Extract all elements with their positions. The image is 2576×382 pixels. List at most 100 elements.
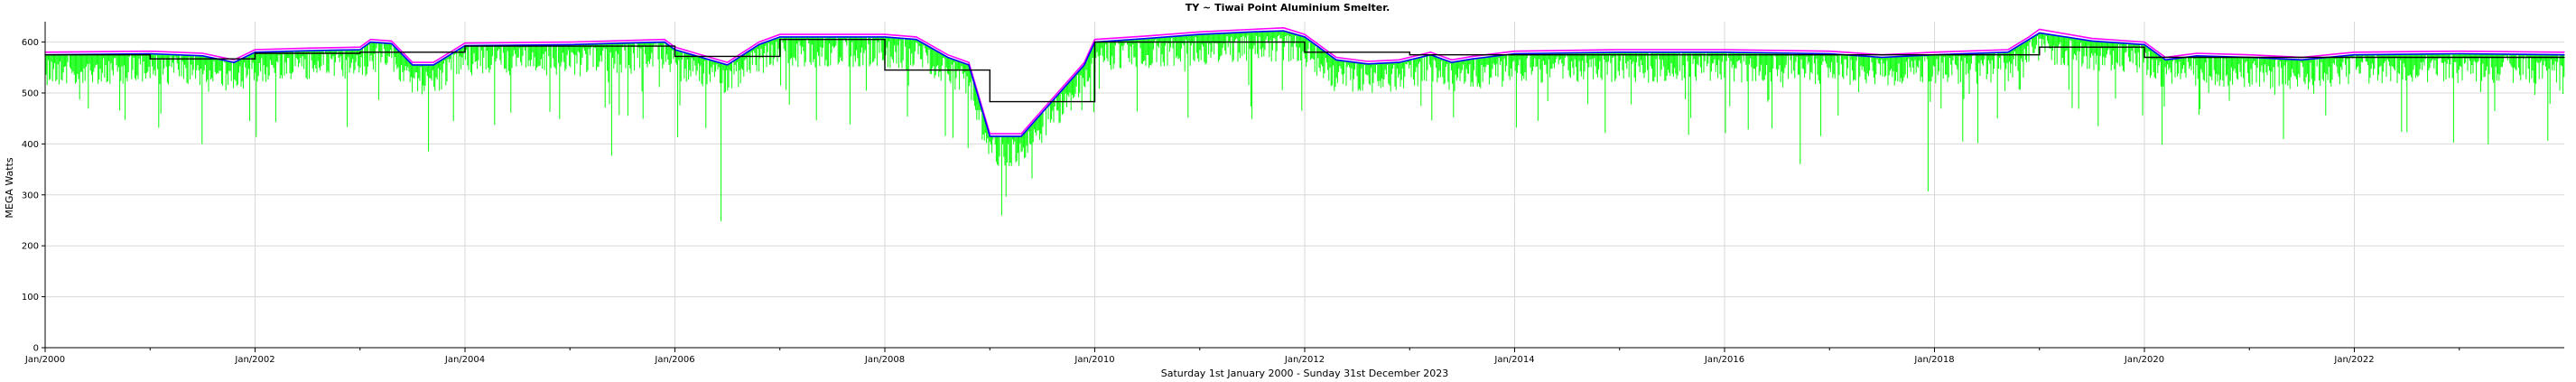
axes bbox=[42, 22, 2564, 352]
series-max-point bbox=[968, 61, 970, 63]
series-max-point bbox=[1147, 35, 1149, 37]
series-mean-point bbox=[201, 55, 203, 57]
series-step-point bbox=[254, 52, 256, 54]
series-max-point bbox=[369, 39, 371, 41]
series-step-point bbox=[1304, 51, 1306, 53]
y-tick-label: 200 bbox=[22, 242, 39, 252]
series-mean-point bbox=[947, 56, 949, 59]
x-tick-label: Jan/2006 bbox=[654, 355, 694, 365]
series-step-point bbox=[2039, 46, 2041, 48]
series-min-spikes bbox=[45, 31, 2565, 221]
x-tick-label: Jan/2010 bbox=[1074, 355, 1114, 365]
series-max-point bbox=[1472, 55, 1474, 58]
series-step-point bbox=[1409, 54, 1410, 56]
series-max-point bbox=[2563, 51, 2565, 53]
series-mean-point bbox=[233, 61, 235, 63]
y-tick-label: 400 bbox=[22, 140, 39, 150]
series-mean-point bbox=[412, 64, 414, 66]
series-mean-point bbox=[1335, 59, 1337, 61]
y-tick-label: 300 bbox=[22, 191, 39, 200]
y-tick-label: 600 bbox=[22, 38, 39, 48]
x-tick-label: Jan/2000 bbox=[24, 355, 65, 365]
series-step-point bbox=[2039, 54, 2041, 56]
x-tick-label: Jan/2018 bbox=[1913, 355, 1954, 365]
series-step-point bbox=[779, 55, 781, 58]
series-step-point bbox=[359, 51, 361, 53]
series-mean-point bbox=[2007, 51, 2009, 53]
series-max-point bbox=[1429, 51, 1432, 53]
series-max-point bbox=[884, 33, 886, 35]
series-mean-point bbox=[727, 64, 729, 66]
series-max-point bbox=[201, 52, 203, 54]
series-max-point bbox=[391, 40, 393, 42]
series-max-point bbox=[254, 49, 256, 51]
series-mean-point bbox=[1724, 51, 1725, 53]
series-mean-point bbox=[432, 64, 434, 66]
series-mean-point bbox=[1881, 56, 1883, 59]
series-mean-point bbox=[1828, 52, 1830, 55]
series-mean-point bbox=[2196, 55, 2198, 57]
series-min bbox=[45, 31, 2565, 221]
series-mean-point bbox=[2091, 40, 2093, 42]
series-max-point bbox=[727, 61, 729, 63]
x-tick-label: Jan/2008 bbox=[864, 355, 905, 365]
series-step-point bbox=[149, 58, 151, 60]
series-max-point bbox=[1093, 39, 1096, 41]
series-mean-point bbox=[1020, 135, 1022, 137]
series-step-point bbox=[1409, 51, 1410, 53]
x-tick-label: Jan/2004 bbox=[444, 355, 485, 365]
tick-labels: 0 100 200 300 400 500 600 Jan/2000 Jan/2002 Jan/2… bbox=[22, 38, 2375, 365]
series-max-point bbox=[1251, 28, 1253, 31]
series-mean-point bbox=[359, 49, 361, 51]
y-axis-label: MEGA Watts bbox=[4, 157, 15, 219]
series-mean-point bbox=[1619, 51, 1621, 53]
series-step-point bbox=[359, 52, 361, 54]
series-step-point bbox=[674, 45, 676, 47]
series-mean-point bbox=[569, 43, 571, 46]
series-max-point bbox=[2196, 52, 2198, 54]
series-max-point bbox=[412, 61, 414, 63]
series-max-point bbox=[2039, 28, 2041, 31]
series-max-point bbox=[1451, 59, 1453, 61]
series-mean-point bbox=[1251, 31, 1253, 33]
series-max-point bbox=[1619, 49, 1621, 51]
series-max-point bbox=[779, 33, 781, 35]
series-max-point bbox=[1724, 49, 1725, 51]
series-step-point bbox=[464, 51, 466, 53]
series-mean-point bbox=[758, 43, 760, 46]
x-axis-label: Saturday 1st January 2000 - Sunday 31st … bbox=[1161, 368, 1448, 379]
series-max-point bbox=[1933, 51, 1936, 53]
series-mean-point bbox=[1367, 63, 1369, 65]
series-mean-point bbox=[2028, 39, 2030, 41]
series-max-point bbox=[464, 42, 466, 44]
series-step-point bbox=[779, 39, 781, 41]
series-max-point bbox=[1020, 133, 1022, 135]
chart-title: TY ~ Tiwai Point Aluminium Smelter. bbox=[1186, 2, 1390, 14]
series-step-point bbox=[464, 45, 466, 47]
series-mean-point bbox=[1052, 99, 1054, 101]
series-max-point bbox=[1199, 31, 1201, 33]
x-tick-label: Jan/2020 bbox=[2124, 355, 2164, 365]
series-max-point bbox=[2028, 36, 2030, 38]
series-mean-point bbox=[1472, 58, 1474, 60]
series-step-line bbox=[45, 39, 2564, 103]
series-mean-point bbox=[2459, 52, 2460, 55]
series-max-point bbox=[1335, 56, 1337, 59]
x-tick-label: Jan/2002 bbox=[234, 355, 274, 365]
series-mean-point bbox=[1304, 36, 1306, 38]
series-mean-point bbox=[2353, 54, 2356, 56]
series-step-point bbox=[674, 55, 676, 58]
series-mean-point bbox=[149, 52, 151, 55]
series-max-point bbox=[233, 59, 235, 61]
series-max-point bbox=[359, 46, 361, 48]
series-mean-point bbox=[705, 58, 708, 60]
series-max-point bbox=[1399, 59, 1400, 61]
series-mean-point bbox=[1199, 33, 1201, 35]
series-mean-point bbox=[391, 42, 393, 44]
series-max-point bbox=[2091, 38, 2093, 40]
y-tick-label: 500 bbox=[22, 89, 39, 98]
series-mean-point bbox=[1283, 30, 1285, 32]
series-mean-point bbox=[254, 51, 256, 53]
